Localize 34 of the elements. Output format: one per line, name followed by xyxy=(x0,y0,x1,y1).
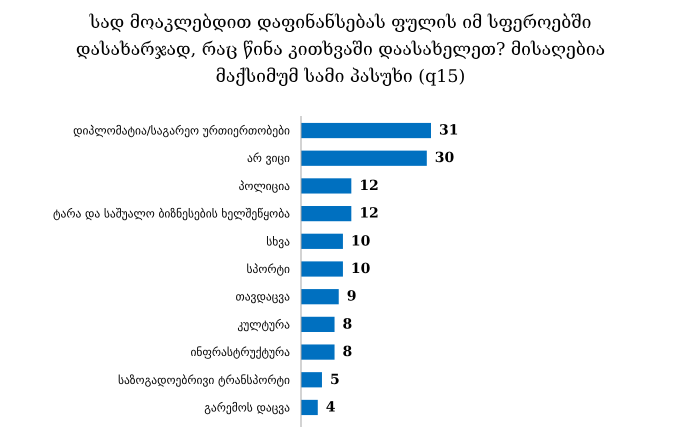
y-tick-label: გარემოს დაცვა xyxy=(204,400,290,414)
bar xyxy=(301,344,335,360)
y-tick-label: თავდაცვა xyxy=(236,290,290,304)
data-label: 9 xyxy=(346,288,356,305)
data-label: 8 xyxy=(342,316,352,332)
data-label: 12 xyxy=(359,206,379,222)
chart-title: სად მოაკლებდით დაფინანსებას ფულის იმ სფეროებში დასახარჯად, რაც წინა კითხვაში დაასახელეთ? მისაღებია მაქსიმუმ სამი პასუხი (q15) xyxy=(76,13,606,87)
y-tick-label: დიპლომატია/საგარეო ურთიერთობები xyxy=(73,124,290,138)
data-label: 10 xyxy=(350,233,371,250)
data-label: 31 xyxy=(439,122,458,139)
bar xyxy=(301,178,352,194)
data-label: 12 xyxy=(359,178,379,194)
data-label: 10 xyxy=(350,261,371,277)
bar xyxy=(301,289,339,304)
data-label: 4 xyxy=(326,399,336,416)
bar xyxy=(301,261,343,277)
y-tick-label: საზოგადოებრივი ტრანსპორტი xyxy=(118,372,290,387)
bar xyxy=(301,122,431,138)
y-tick-label: არ ვიცი xyxy=(246,151,290,166)
y-tick-label: ინფრასტრუქტურა xyxy=(190,345,290,360)
y-tick-label: კულტურა xyxy=(237,317,290,332)
data-label: 8 xyxy=(342,344,352,360)
bar xyxy=(301,316,335,332)
bar xyxy=(301,234,343,249)
bar xyxy=(301,206,352,222)
bar xyxy=(301,372,322,388)
y-tick-label: ტარა და საშუალო ბიზნესების ხელშეწყობა xyxy=(52,206,290,221)
y-tick-label: პოლიცია xyxy=(238,178,290,193)
data-label: 5 xyxy=(330,372,340,388)
y-tick-label: სხვა xyxy=(266,234,290,248)
data-label: 30 xyxy=(434,150,455,166)
y-tick-label: სპორტი xyxy=(246,262,290,276)
bar xyxy=(301,400,318,416)
bar xyxy=(301,150,427,166)
